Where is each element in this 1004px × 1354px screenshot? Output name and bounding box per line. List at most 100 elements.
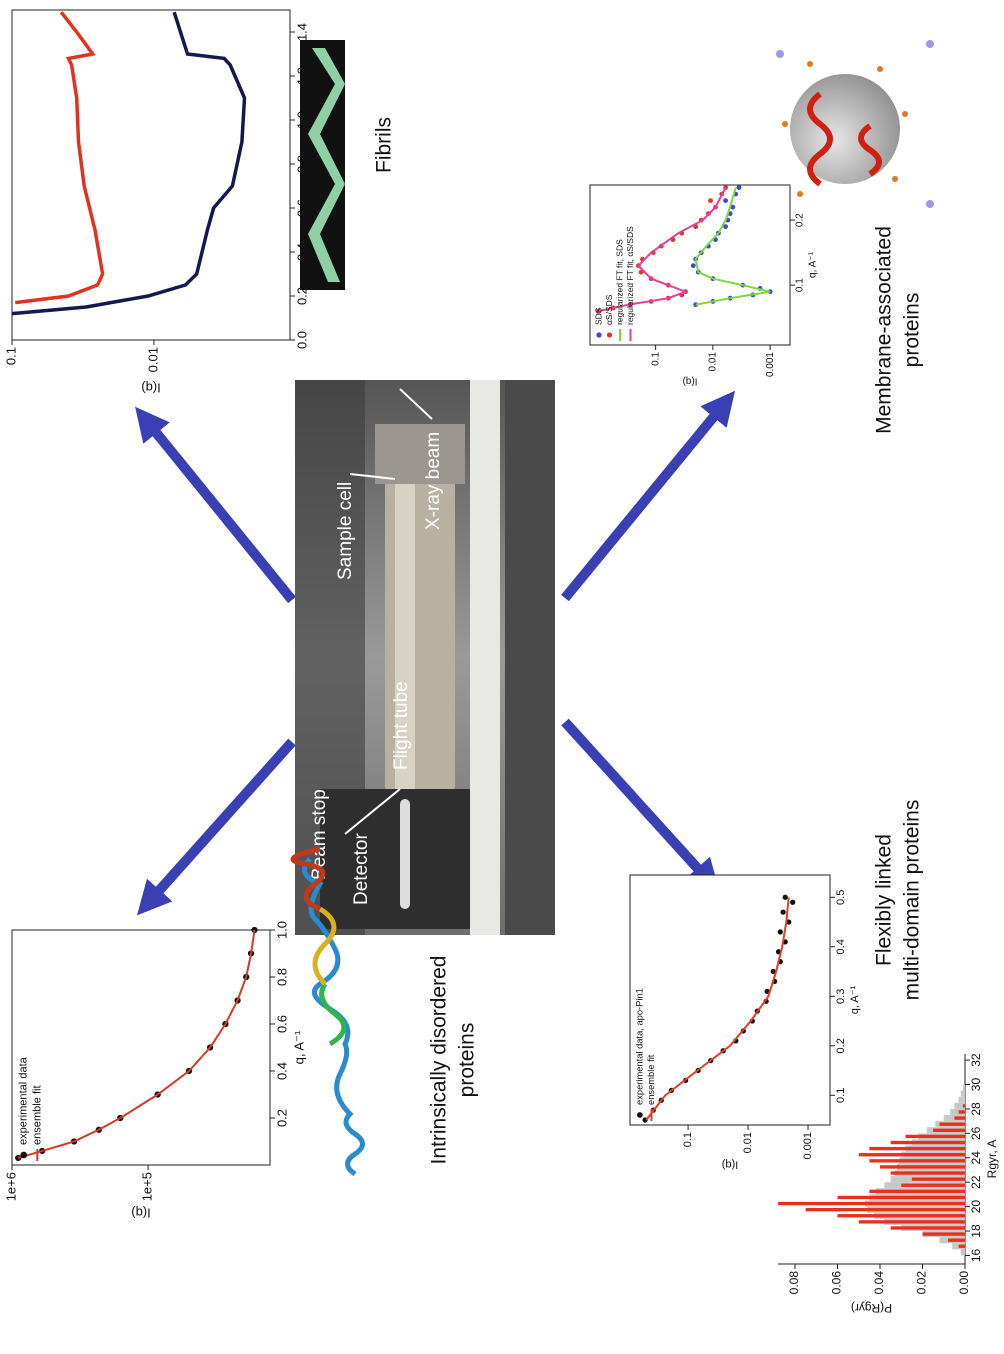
histogram-bar — [891, 1171, 965, 1174]
histogram-bar — [906, 1135, 966, 1138]
histogram-bar — [959, 1110, 965, 1113]
histogram-bar — [923, 1232, 966, 1235]
y-tick-label: 0.001 — [765, 352, 776, 377]
photo-label: Detector — [351, 833, 372, 905]
x-tick-label: 30 — [969, 1078, 983, 1092]
x-tick-label: 1.0 — [294, 111, 309, 129]
y-tick-label: 0.02 — [915, 1271, 929, 1295]
histogram-bar — [948, 1239, 965, 1242]
x-tick-label: 16 — [969, 1248, 983, 1262]
x-tick-label: 0.3 — [835, 989, 847, 1004]
legend-symbol — [607, 332, 612, 337]
data-point — [790, 900, 795, 905]
x-tick-label: 0.4 — [274, 1062, 289, 1080]
histogram-bar — [963, 1085, 965, 1091]
x-tick-label: 24 — [969, 1151, 983, 1165]
y-tick-label: 0.01 — [742, 1132, 754, 1153]
x-axis-label: q, A⁻¹ — [311, 158, 326, 192]
legend-label: experimental data — [18, 1056, 30, 1145]
x-tick-label: 0.4 — [835, 939, 847, 954]
legend-symbol — [596, 332, 601, 337]
histogram-bar — [838, 1196, 966, 1199]
x-tick-label: 0.1 — [795, 278, 806, 292]
x-tick-label: 0.6 — [274, 1015, 289, 1033]
x-tick-label: 0.2 — [795, 213, 806, 227]
histogram-bar — [869, 1147, 965, 1150]
y-tick-label: 1e+6 — [3, 1172, 18, 1201]
histogram-bar — [806, 1208, 965, 1211]
x-axis-label: q, A⁻¹ — [849, 985, 861, 1014]
legend-label: ensemble fit — [646, 1054, 656, 1105]
caption: Flexibly linked — [873, 834, 896, 966]
caption: Fibrils — [373, 117, 396, 173]
data-point — [737, 185, 742, 190]
x-tick-label: 0.4 — [294, 243, 309, 261]
x-tick-label: 1.2 — [294, 67, 309, 85]
x-tick-label: 0.2 — [835, 1038, 847, 1053]
page: Detector Beam stop Flight tube Sample ce… — [0, 0, 1004, 1354]
arrow — [565, 722, 700, 871]
y-tick-label: 0.001 — [802, 1132, 814, 1160]
histogram-bar — [912, 1177, 965, 1180]
y-tick-label: 0.06 — [830, 1271, 844, 1295]
arrow — [154, 430, 292, 600]
histogram-bar — [961, 1249, 965, 1255]
x-tick-label: 20 — [969, 1200, 983, 1214]
legend-label: αS/SDS — [604, 294, 614, 325]
histogram-bar — [959, 1097, 965, 1103]
photo: Detector Beam stop Flight tube Sample ce… — [295, 380, 555, 935]
y-axis-label: I(q) — [141, 380, 161, 395]
histogram-bar — [859, 1153, 965, 1156]
data-point — [691, 263, 696, 268]
histogram-bar — [963, 1104, 965, 1107]
data-point — [778, 929, 783, 934]
legend-label: regularized FT fit, SDS — [614, 239, 624, 325]
plot-area — [12, 930, 270, 1165]
y-tick-label: 0.1 — [650, 352, 661, 366]
chart: 0.20.40.60.81.01e+61e+5q, A⁻¹I(q)experim… — [3, 921, 306, 1220]
figure: Detector Beam stop Flight tube Sample ce… — [0, 0, 1004, 1354]
y-axis-label: I(q) — [722, 1159, 739, 1171]
legend-label: SDS — [593, 307, 603, 325]
photo-label: Sample cell — [335, 482, 356, 580]
histogram-bar — [869, 1159, 965, 1162]
x-tick-label: 0.2 — [294, 287, 309, 305]
x-tick-label: 1.0 — [274, 921, 289, 939]
x-axis-label: q, A⁻¹ — [291, 1030, 306, 1064]
data-point — [708, 198, 713, 203]
x-tick-label: 26 — [969, 1126, 983, 1140]
y-tick-label: 0.04 — [872, 1271, 886, 1295]
x-axis-label: q, A⁻¹ — [808, 251, 819, 278]
x-tick-label: 0.5 — [835, 890, 847, 905]
histogram-bar — [901, 1184, 965, 1187]
legend-symbol — [20, 1152, 27, 1159]
histogram-bar — [959, 1245, 965, 1248]
y-tick-label: 0.01 — [145, 347, 160, 372]
x-tick-label: 32 — [969, 1053, 983, 1067]
histogram-bar — [880, 1165, 965, 1168]
legend-symbol — [637, 1112, 643, 1118]
legend-label: regularized FT fit, αS/SDS — [625, 226, 635, 325]
x-tick-label: 0.0 — [294, 331, 309, 349]
micelle-image — [776, 40, 934, 218]
x-tick-label: 22 — [969, 1175, 983, 1189]
plot-area — [630, 875, 830, 1125]
x-tick-label: 18 — [969, 1224, 983, 1238]
rotated-figure: Detector Beam stop Flight tube Sample ce… — [3, 10, 998, 1315]
x-tick-label: 28 — [969, 1102, 983, 1116]
arrow — [565, 414, 716, 598]
histogram-bar — [954, 1116, 965, 1119]
caption: multi-domain proteins — [901, 800, 924, 1001]
caption: proteins — [456, 1023, 479, 1098]
x-tick-label: 0.8 — [274, 968, 289, 986]
caption: Membrane-associated — [873, 226, 896, 434]
x-axis-label: Rgyr, A — [985, 1140, 999, 1179]
histogram-bar — [838, 1214, 966, 1217]
histogram-bar — [778, 1202, 965, 1205]
photo-label: Flight tube — [391, 681, 412, 770]
x-tick-label: 0.2 — [274, 1109, 289, 1127]
y-axis-label: P(Rgyr) — [851, 1301, 892, 1315]
y-tick-label: 1e+5 — [139, 1172, 154, 1201]
data-point — [723, 198, 728, 203]
histogram-bar — [891, 1226, 965, 1229]
